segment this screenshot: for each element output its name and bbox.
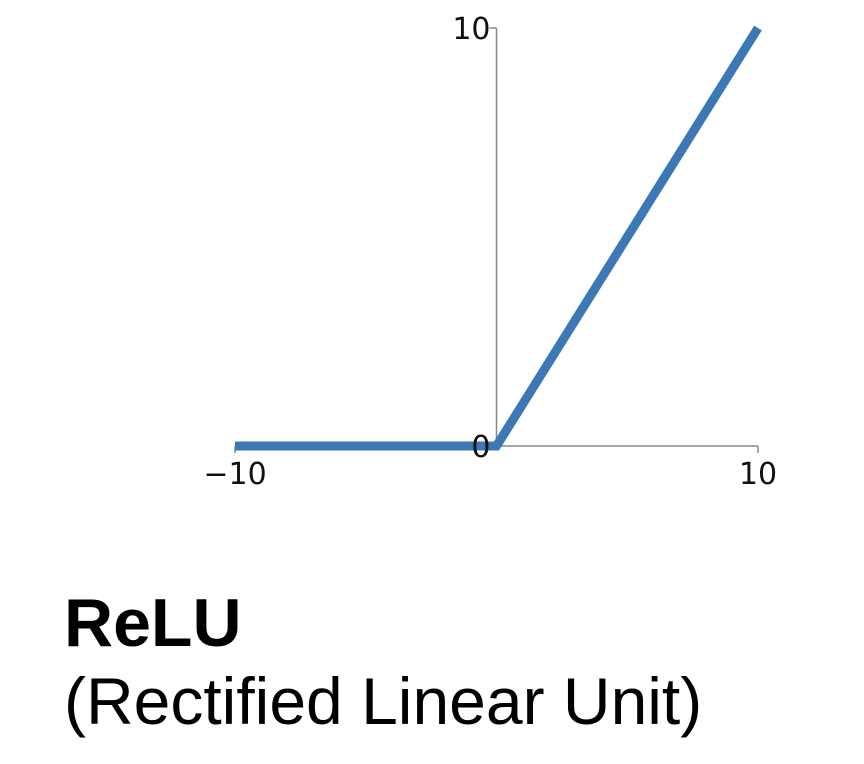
axes [234,27,759,453]
x-tick-label: 10 [739,457,777,492]
y-tick-label: 10 [452,12,490,47]
chart-subtitle: (Rectified Linear Unit) [64,664,703,738]
tick-labels: −10 10 10 0 [203,12,777,492]
series-layer [235,25,762,451]
x-tick-label: −10 [203,457,266,492]
chart-title: ReLU [64,585,242,661]
relu-line [235,25,762,451]
relu-chart: −10 10 10 0 [203,12,777,492]
y-tick-label: 0 [471,430,490,465]
caption: ReLU (Rectified Linear Unit) [64,585,702,741]
